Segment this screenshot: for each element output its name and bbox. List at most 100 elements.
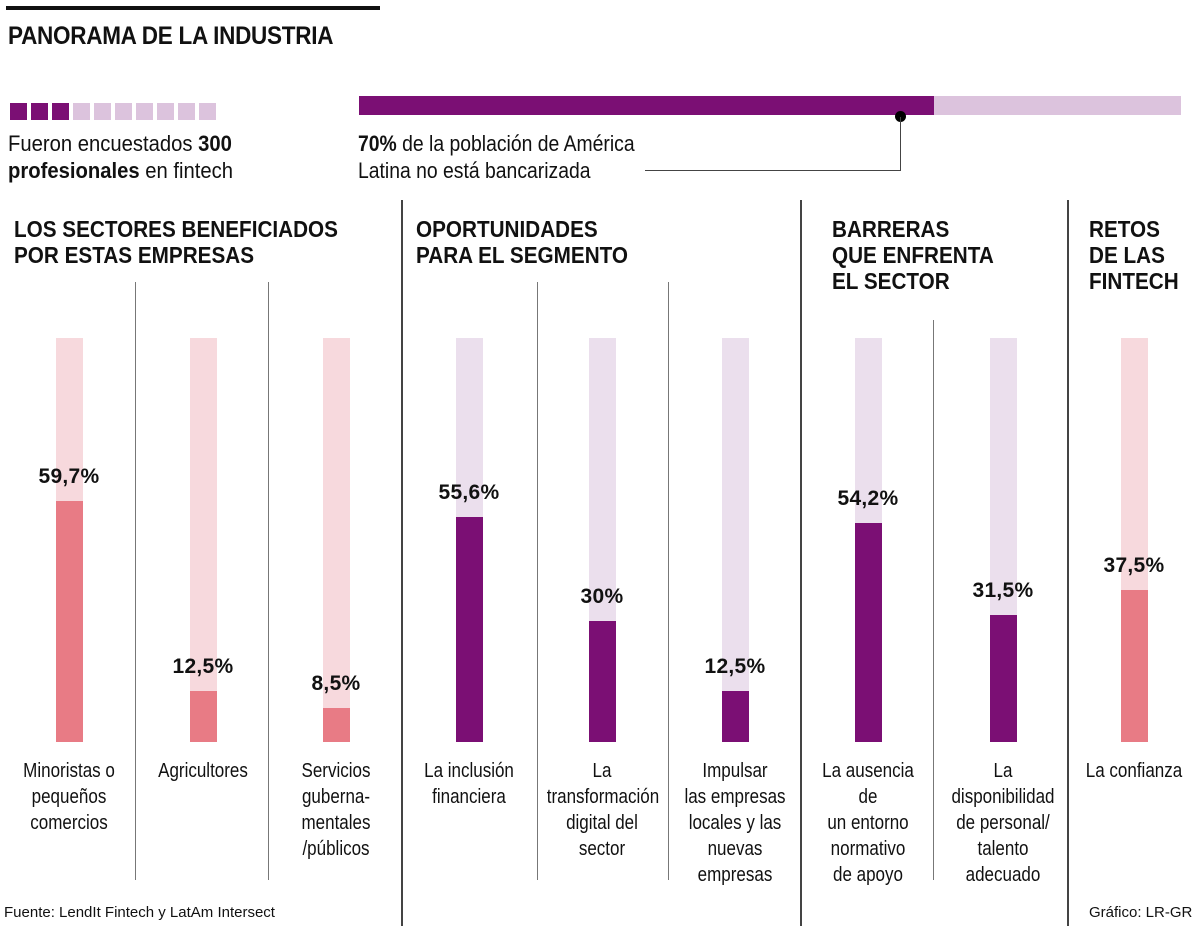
value-label: 8,5% [311,672,361,695]
column-divider [537,282,538,880]
title-line: PARA EL SEGMENTO [416,242,629,268]
column-divider [668,282,669,880]
title-line: RETOS [1089,216,1160,242]
bar-track [855,338,882,742]
square-filled [31,103,48,120]
category-label-line: La confianza [1085,760,1183,782]
title-line: EL SECTOR [832,268,950,294]
category-label-line: normativo [830,838,906,860]
square-empty [73,103,90,120]
page-title: PANORAMA DE LA INDUSTRIA [8,22,334,50]
unbanked-text-line2: Latina no está bancarizada [358,158,591,183]
credit-note: Gráfico: LR-GR [1089,904,1193,921]
category-label-line: pequeños [31,786,107,808]
category-label-line: transformación [546,786,660,808]
value-label: 55,6% [438,481,500,504]
bar [855,523,882,742]
section-title-sectores: LOS SECTORES BENEFICIADOS POR ESTAS EMPR… [14,216,338,268]
column-divider [135,282,136,880]
bar [56,501,83,742]
category-label: La confianza [1079,758,1190,784]
value-label: 59,7% [38,465,100,488]
category-label-line: disponibilidad [951,786,1055,808]
survey-bold: profesionales [8,158,140,183]
square-empty [157,103,174,120]
title-line: POR ESTAS EMPRESAS [14,242,255,268]
title-line: FINTECH [1089,268,1179,294]
square-filled [52,103,69,120]
bar [1121,590,1148,742]
category-label-line: sector [578,838,626,860]
category-label-line: Agricultores [158,760,248,782]
pointer-line-vertical [900,117,901,170]
bar-track [722,338,749,742]
value-label: 31,5% [972,579,1034,602]
category-label-line: La inclusión [424,760,514,782]
category-label-line: nuevas [707,838,763,860]
bar [456,517,483,742]
category-label-line: las empresas [684,786,786,808]
value-label: 12,5% [704,655,766,678]
category-label-line: Impulsar [702,760,768,782]
category-label-line: La [592,760,612,782]
square-empty [115,103,132,120]
square-empty [178,103,195,120]
title-line: LOS SECTORES BENEFICIADOS [14,216,338,242]
bar-track [456,338,483,742]
square-empty [199,103,216,120]
category-label-line: digital del [566,812,638,834]
section-title-oportunidades: OPORTUNIDADES PARA EL SEGMENTO [416,216,628,268]
value-label: 54,2% [837,487,899,510]
survey-squares [10,103,216,120]
square-filled [10,103,27,120]
bar-track [56,338,83,742]
bar-track [589,338,616,742]
section-divider [401,200,403,926]
category-label-line: La [993,760,1013,782]
category-label-line: mentales [301,812,371,834]
bar-track [990,338,1017,742]
bar-track [1121,338,1148,742]
unbanked-progress-bar [359,96,1181,115]
category-label: La transformación digital del sector [546,758,660,862]
category-label: Impulsar las empresas locales y las nuevas e… [680,758,791,888]
category-label: Agricultores [148,758,259,784]
bar-track [190,338,217,742]
survey-text-post: en fintech [139,158,233,183]
title-line: OPORTUNIDADES [416,216,598,242]
category-label: La disponibilidad de personal/talento adecu… [948,758,1059,888]
value-label: 30% [580,585,624,608]
value-label: 12,5% [172,655,234,678]
pointer-dot [895,111,906,122]
bar [589,621,616,742]
category-label-line: /públicos [302,838,370,860]
value-label: 37,5% [1103,554,1165,577]
category-label-line: Minoristas o [23,760,115,782]
category-label-line: talento [977,838,1029,860]
section-divider [1067,200,1069,926]
category-label-line: Servicios [301,760,371,782]
title-line: DE LAS [1089,242,1165,268]
category-label-line: empresas [697,864,773,886]
survey-text-pre: Fueron encuestados [8,131,199,156]
category-label: Minoristas o pequeños comercios [14,758,125,836]
category-label-line: de personal/ [956,812,1050,834]
unbanked-percent: 70% [358,131,397,156]
category-label-line: locales y las [688,812,782,834]
survey-text: Fueron encuestados 300 profesionales en … [8,130,233,184]
bar [323,708,350,742]
pointer-line-horizontal [645,170,901,171]
top-rule [6,6,380,10]
category-label-line: La ausencia de [822,760,914,808]
category-label-line: adecuado [965,864,1041,886]
unbanked-text-line1: de la población de América [396,131,635,156]
category-label: La ausencia de un entorno normativo de apoy… [813,758,924,888]
title-line: QUE ENFRENTA [832,242,994,268]
category-label-line: guberna- [301,786,371,808]
column-divider [933,320,934,880]
column-divider [268,282,269,880]
title-line: BARRERAS [832,216,950,242]
source-note: Fuente: LendIt Fintech y LatAm Intersect [4,904,275,921]
category-label-line: financiera [432,786,506,808]
section-divider [800,200,802,926]
